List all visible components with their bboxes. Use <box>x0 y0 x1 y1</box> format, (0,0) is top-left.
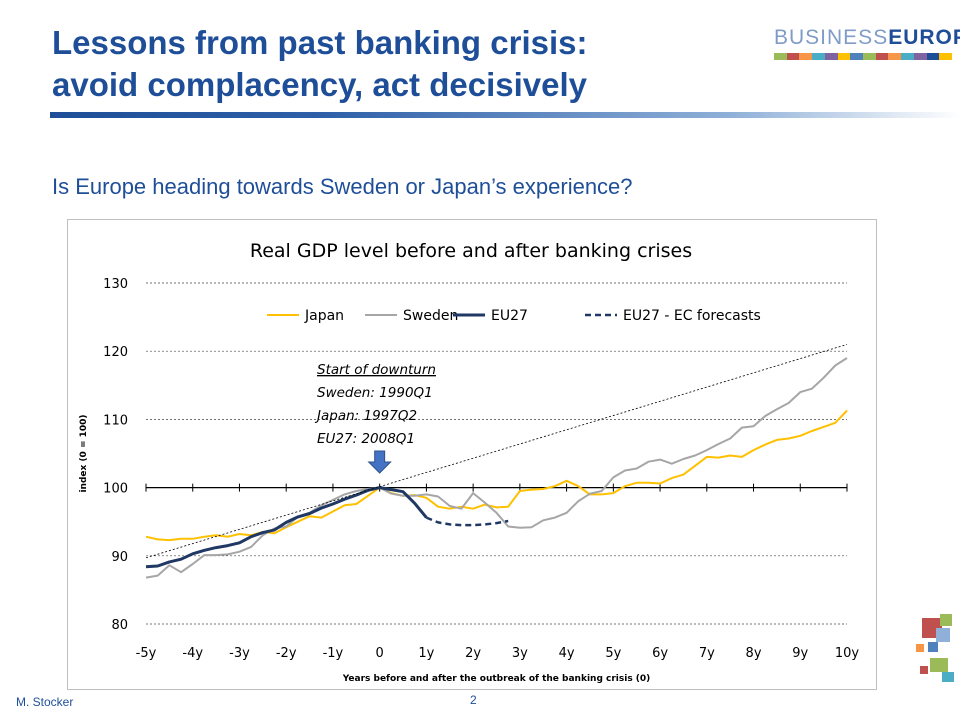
x-tick-label: -5y <box>136 646 157 661</box>
legend-label: EU27 <box>491 308 528 324</box>
x-axis-label: Years before and after the outbreak of t… <box>342 674 651 684</box>
slide-subtitle: Is Europe heading towards Sweden or Japa… <box>52 174 633 199</box>
x-tick-label: 0 <box>376 646 384 661</box>
legend-label: EU27 - EC forecasts <box>623 308 761 324</box>
x-tick-label: 3y <box>512 646 528 661</box>
x-tick-label: -4y <box>182 646 203 661</box>
series-line-eu27 <box>145 486 428 569</box>
x-tick-label: 7y <box>699 646 715 661</box>
x-tick-label: 8y <box>746 646 762 661</box>
footer-author: M. Stocker <box>16 695 74 709</box>
logo-wordmark: BUSINESSEUROPE <box>774 26 960 49</box>
chart-frame <box>67 219 877 690</box>
x-tick-label: -2y <box>276 646 297 661</box>
series-line-japan <box>145 409 848 542</box>
annotation-line: EU27: 2008Q1 <box>317 431 415 447</box>
annotation-line: Sweden: 1990Q1 <box>317 385 433 401</box>
x-tick-label: 9y <box>792 646 808 661</box>
trend-line <box>145 344 848 559</box>
legend-label: Japan <box>304 308 344 324</box>
slide-title: Lessons from past banking crisis: avoid … <box>52 22 712 106</box>
legend-label: Sweden <box>403 308 458 324</box>
logo-color-bar <box>774 53 953 60</box>
x-tick-label: 4y <box>559 646 575 661</box>
chart-title: Real GDP level before and after banking … <box>250 240 692 262</box>
gdp-line-chart: Real GDP level before and after banking … <box>79 240 860 684</box>
y-tick-label: 100 <box>103 482 128 497</box>
title-underline <box>50 112 960 118</box>
businesseurope-logo: BUSINESSEUROPE <box>774 26 960 60</box>
series-line-eu27-ec-forecasts <box>425 516 509 527</box>
x-tick-label: 1y <box>418 646 434 661</box>
y-tick-label: 130 <box>103 277 128 292</box>
annotation-line: Japan: 1997Q2 <box>314 408 417 424</box>
annotation-heading: Start of downturn <box>317 362 436 378</box>
y-tick-label: 110 <box>103 413 128 428</box>
decorative-squares-icon <box>912 614 956 684</box>
y-tick-label: 120 <box>103 345 128 360</box>
x-tick-label: 5y <box>605 646 621 661</box>
x-tick-label: 2y <box>465 646 481 661</box>
downturn-arrow-icon <box>367 450 392 474</box>
x-tick-label: -3y <box>229 646 250 661</box>
y-axis-label: index (0 = 100) <box>79 414 89 492</box>
x-tick-label: -1y <box>323 646 344 661</box>
y-tick-label: 90 <box>111 550 128 565</box>
slide-title-line2: avoid complacency, act decisively <box>52 66 587 103</box>
series-line-sweden <box>145 357 848 579</box>
x-tick-label: 10y <box>835 646 860 661</box>
slide-title-line1: Lessons from past banking crisis: <box>52 24 588 61</box>
x-tick-label: 6y <box>652 646 668 661</box>
page-number: 2 <box>470 693 477 707</box>
y-tick-label: 80 <box>111 618 128 633</box>
